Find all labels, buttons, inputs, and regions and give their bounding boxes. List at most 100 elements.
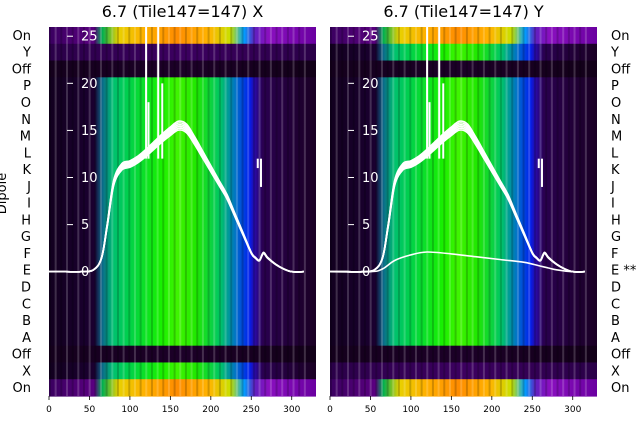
- x-tick-label: 100: [402, 405, 419, 415]
- x-tick-label: 250: [524, 405, 541, 415]
- heatmap-row: [49, 211, 316, 229]
- channel-stripe: [258, 27, 261, 396]
- row-label: I: [611, 197, 615, 212]
- row-label: F: [24, 247, 31, 262]
- channel-stripe: [145, 27, 148, 396]
- heatmap-row: [49, 345, 316, 364]
- x-tick-label: 0: [327, 405, 333, 415]
- row-label: N: [611, 113, 621, 128]
- row-label: J: [26, 180, 31, 195]
- row-label: On: [611, 381, 629, 396]
- channel-stripe: [533, 27, 536, 396]
- channel-stripe: [82, 27, 85, 396]
- channel-stripe: [207, 27, 210, 396]
- channel-stripe: [550, 27, 553, 396]
- channel-stripe: [516, 27, 519, 396]
- channel-stripe: [369, 27, 372, 396]
- row-label: Y: [610, 46, 619, 61]
- row-label: A: [22, 331, 31, 346]
- y-axis-label: Dipole: [0, 173, 10, 214]
- channel-stripe: [567, 27, 570, 396]
- channel-stripes: [49, 27, 306, 396]
- channel-stripe: [150, 27, 153, 396]
- channel-stripe: [460, 27, 463, 396]
- row-label: I: [27, 197, 31, 212]
- row-label: B: [611, 314, 620, 329]
- row-label: C: [22, 297, 31, 312]
- heatmap-row: [49, 194, 316, 213]
- row-label: P: [23, 79, 31, 94]
- row-label: H: [611, 213, 621, 228]
- row-label: On: [13, 29, 31, 44]
- heatmap-row: [330, 261, 597, 280]
- row-label: L: [611, 146, 619, 161]
- overlay-line: [330, 120, 585, 273]
- heatmap-row: [330, 177, 597, 196]
- x-tick-label: 300: [283, 405, 300, 415]
- channel-stripe: [281, 27, 284, 396]
- channel-stripe: [105, 27, 108, 396]
- channel-stripe: [409, 27, 412, 396]
- overlay-tick-label: 25: [362, 30, 379, 45]
- channel-stripe: [528, 27, 531, 396]
- row-label: On: [611, 29, 629, 44]
- channel-stripe: [505, 27, 508, 396]
- row-label: Y: [22, 46, 31, 61]
- overlay-tick-label: 15: [362, 124, 379, 139]
- channel-stripe: [335, 27, 338, 396]
- channel-stripe: [431, 27, 434, 396]
- channel-stripe: [60, 27, 63, 396]
- channel-stripe: [346, 27, 349, 396]
- channel-stripe: [173, 27, 176, 396]
- x-tick-label: 50: [84, 405, 96, 415]
- channel-stripe: [375, 27, 378, 396]
- channel-stripe: [77, 27, 80, 396]
- heatmap-row: [330, 228, 597, 246]
- row-label: D: [21, 280, 31, 295]
- channel-stripe: [54, 27, 57, 396]
- channel-stripe: [218, 27, 221, 396]
- channel-stripe: [252, 27, 255, 396]
- row-label: N: [21, 113, 31, 128]
- row-label: G: [611, 230, 621, 245]
- heatmap-row: [330, 127, 597, 146]
- channel-stripe: [584, 27, 587, 396]
- row-label: M: [20, 130, 31, 145]
- overlay-tick-label: 10: [362, 171, 379, 186]
- channel-stripe: [179, 27, 182, 396]
- row-label: J: [610, 180, 615, 195]
- heatmap-row: [49, 60, 316, 78]
- channel-stripe: [184, 27, 187, 396]
- heatmap-row: [330, 312, 597, 330]
- channel-stripe: [196, 27, 199, 396]
- heatmap-row: [49, 43, 316, 62]
- heatmap-row: [49, 228, 316, 246]
- heatmap-row: [330, 77, 597, 95]
- channel-stripe: [94, 27, 97, 396]
- channel-stripe: [420, 27, 423, 396]
- heatmap-row: [330, 295, 597, 313]
- channel-stripe: [573, 27, 576, 396]
- channel-stripe: [235, 27, 238, 396]
- channel-stripe: [88, 27, 91, 396]
- channel-stripes: [330, 27, 587, 396]
- channel-stripe: [363, 27, 366, 396]
- x-tick-label: 200: [202, 405, 219, 415]
- heatmap-row: [49, 77, 316, 95]
- heatmap-row: [330, 110, 597, 129]
- row-label: Off: [611, 348, 631, 363]
- heatmap-row: [49, 278, 316, 296]
- row-label: B: [22, 314, 31, 329]
- channel-stripe: [122, 27, 125, 396]
- x-tick-label: 0: [46, 405, 52, 415]
- overlay-tick-label: 20: [81, 77, 98, 92]
- heatmap-row: [49, 94, 316, 112]
- heatmap-row: [330, 278, 597, 296]
- heatmap-row: [49, 110, 316, 129]
- heatmap-row: [330, 60, 597, 78]
- channel-stripe: [414, 27, 417, 396]
- heatmap-row: [330, 211, 597, 229]
- channel-stripe: [341, 27, 344, 396]
- channel-stripe: [156, 27, 159, 396]
